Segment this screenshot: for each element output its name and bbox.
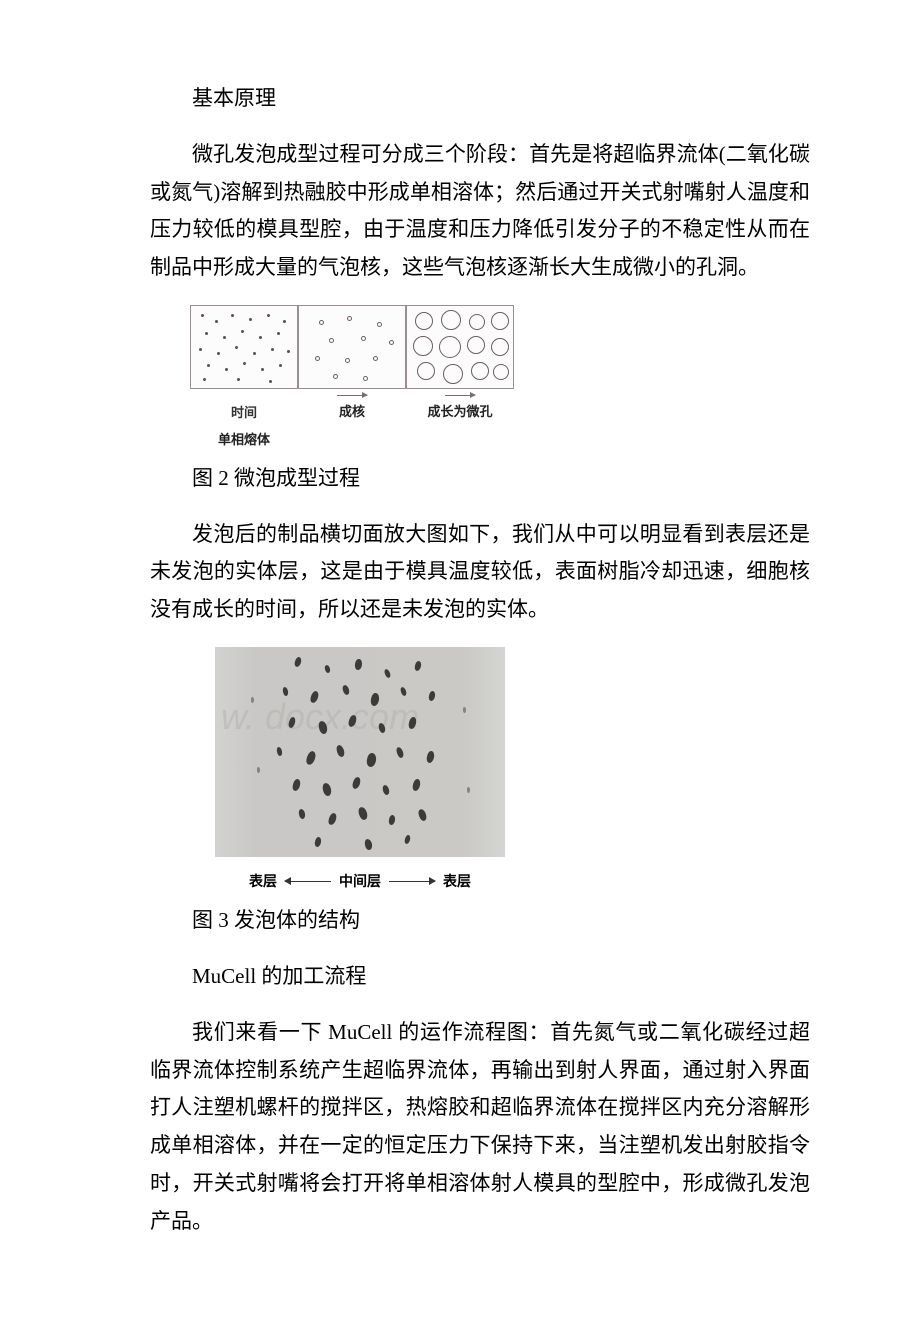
figure-3: w. docx.com: [150, 647, 810, 894]
figure-2-panel-single-phase: [190, 305, 298, 389]
figure-3-caption: 图 3 发泡体的结构: [150, 902, 810, 940]
arrow-left-icon: [285, 881, 331, 883]
figure-2-time-label: 时间: [231, 401, 257, 424]
arrow-right-icon: [337, 395, 367, 396]
figure-3-label-mid: 中间层: [339, 869, 381, 894]
figure-2-label-nucleation: 成核: [339, 400, 365, 423]
arrow-right-icon: [389, 881, 435, 883]
figure-2-col-3: 成长为微孔: [406, 305, 514, 423]
figure-3-foam-image: w. docx.com: [215, 647, 505, 857]
figure-2-caption: 图 2 微泡成型过程: [150, 460, 810, 498]
figure-2-panel-nucleation: [298, 305, 406, 389]
figure-3-container: w. docx.com: [190, 647, 530, 894]
figure-3-label-row: 表层 中间层 表层: [190, 869, 530, 894]
watermark-text: w. docx.com: [221, 685, 419, 750]
paragraph-3: 我们来看一下 MuCell 的运作流程图：首先氮气或二氧化碳经过超临界流体控制系…: [150, 1014, 810, 1241]
figure-3-label-right: 表层: [443, 869, 471, 894]
figure-2: 时间 单相熔体 成核: [150, 305, 810, 452]
figure-3-label-left: 表层: [249, 869, 277, 894]
figure-2-panel-growth: [406, 305, 514, 389]
section-heading-process: MuCell 的加工流程: [150, 958, 810, 996]
figure-2-panels: 时间 单相熔体 成核: [190, 305, 810, 452]
figure-2-label-single-phase: 单相熔体: [218, 428, 270, 451]
arrow-right-icon: [445, 395, 475, 396]
figure-2-col-2: 成核: [298, 305, 406, 423]
paragraph-1: 微孔发泡成型过程可分成三个阶段：首先是将超临界流体(二氧化碳或氮气)溶解到热融胶…: [150, 136, 810, 287]
paragraph-2: 发泡后的制品横切面放大图如下，我们从中可以明显看到表层还是未发泡的实体层，这是由…: [150, 516, 810, 629]
section-heading-principle: 基本原理: [150, 80, 810, 118]
figure-2-col-1: 时间 单相熔体: [190, 305, 298, 452]
figure-2-label-growth: 成长为微孔: [427, 400, 492, 423]
